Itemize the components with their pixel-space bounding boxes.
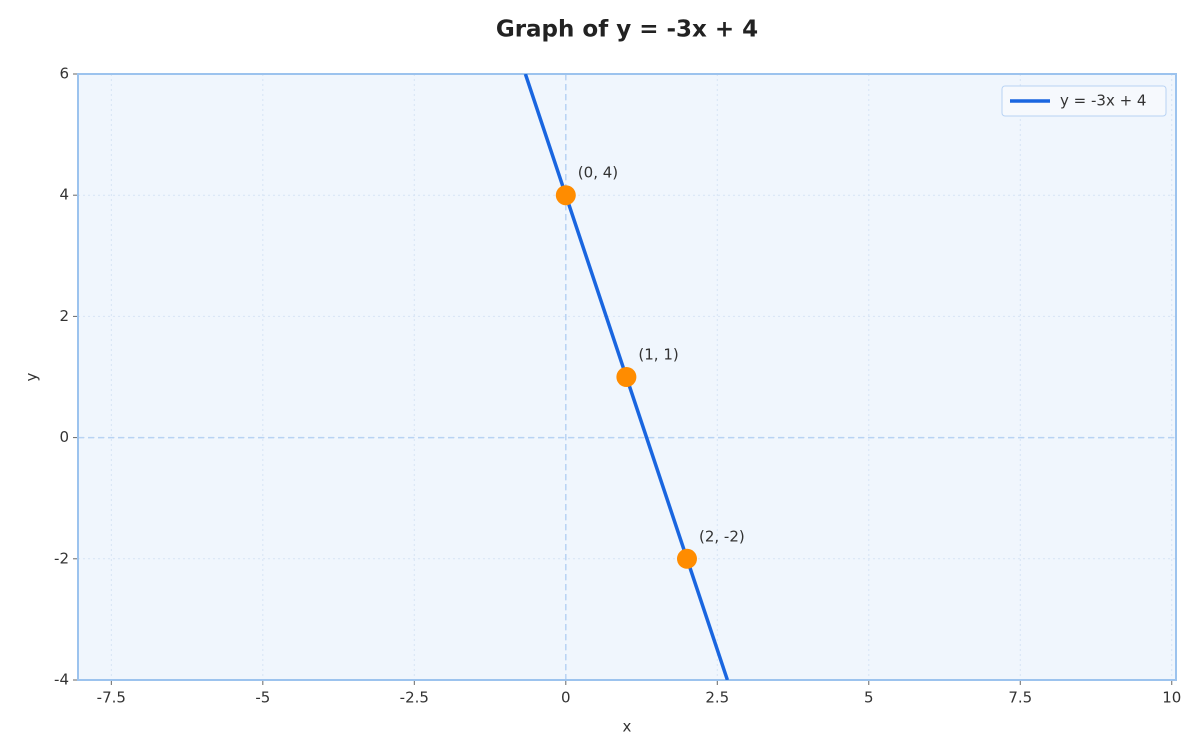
x-axis-label: x	[623, 718, 632, 736]
x-tick-label: 10	[1162, 689, 1181, 707]
x-tick-label: 5	[864, 689, 874, 707]
x-tick-label: -5	[255, 689, 270, 707]
point-label: (2, -2)	[699, 527, 745, 545]
y-axis-label: y	[23, 372, 41, 381]
x-tick-label: 0	[561, 689, 571, 707]
y-tick-label: 4	[59, 186, 69, 204]
x-tick-label: 2.5	[705, 689, 729, 707]
y-tick-label: 6	[59, 65, 69, 83]
x-tick-label: -2.5	[400, 689, 429, 707]
point	[676, 548, 697, 569]
legend-label: y = -3x + 4	[1060, 92, 1146, 110]
x-tick-label: 7.5	[1008, 689, 1032, 707]
point-label: (0, 4)	[578, 164, 618, 182]
y-tick-label: 2	[59, 307, 69, 325]
point-label: (1, 1)	[638, 346, 678, 364]
point	[616, 367, 637, 387]
chart-title: Graph of y = -3x + 4	[496, 17, 758, 43]
plot-border	[77, 73, 1177, 681]
x-tick-label: -7.5	[97, 689, 126, 707]
y-tick-label: -4	[54, 671, 69, 689]
y-tick-label: -2	[54, 549, 69, 567]
y-tick-label: 0	[59, 428, 69, 446]
point	[555, 185, 576, 206]
legend-box	[1001, 85, 1167, 117]
